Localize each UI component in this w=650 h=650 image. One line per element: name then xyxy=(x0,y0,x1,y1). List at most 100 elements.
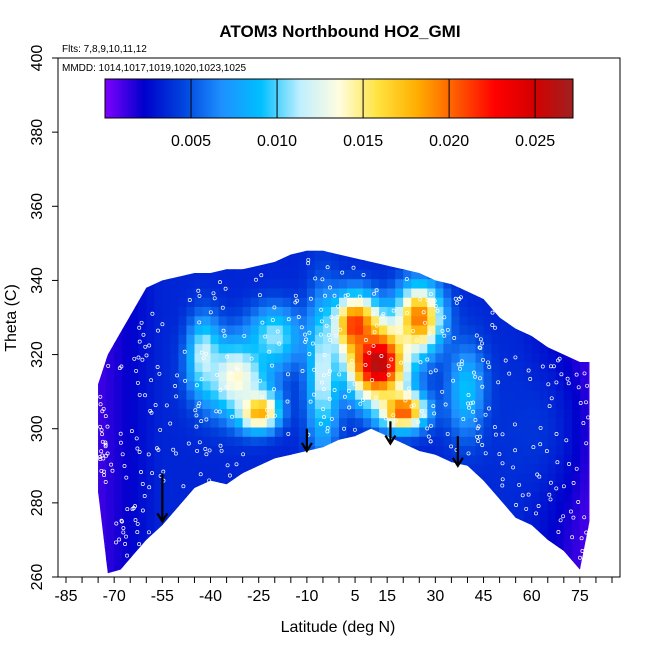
heatmap-cell xyxy=(122,417,131,428)
heatmap-cell xyxy=(146,269,155,280)
heatmap-cell xyxy=(555,306,565,317)
observation-point xyxy=(325,426,330,431)
heatmap-cell xyxy=(258,491,268,502)
heatmap-cell xyxy=(475,528,485,539)
heatmap-cell xyxy=(419,426,428,437)
observation-point xyxy=(407,386,412,391)
heatmap-cell xyxy=(427,436,436,446)
heatmap-cell xyxy=(210,343,220,354)
heatmap-cell xyxy=(499,538,509,548)
heatmap-cell xyxy=(218,315,228,326)
observation-point xyxy=(461,417,466,422)
heatmap-cell xyxy=(130,491,139,502)
heatmap-cell xyxy=(210,436,220,446)
heatmap-cell xyxy=(459,389,468,400)
heatmap-cell xyxy=(539,315,549,326)
heatmap-cell xyxy=(162,278,171,289)
observation-point xyxy=(186,441,191,446)
heatmap-cell xyxy=(571,426,581,437)
heatmap-cell xyxy=(555,426,565,437)
heatmap-cell xyxy=(298,408,308,419)
heatmap-cell xyxy=(475,380,485,391)
heatmap-cell xyxy=(258,454,268,465)
heatmap-cell xyxy=(322,565,332,574)
heatmap-cell xyxy=(98,287,99,298)
heatmap-cell xyxy=(314,556,324,567)
heatmap-cell xyxy=(314,399,324,409)
heatmap-cell xyxy=(98,389,99,400)
heatmap-cell xyxy=(579,417,589,428)
heatmap-cell xyxy=(363,250,372,261)
heatmap-cell xyxy=(555,278,565,289)
heatmap-cell xyxy=(138,482,147,493)
heatmap-cell xyxy=(282,297,292,307)
heatmap-cell xyxy=(146,408,155,419)
heatmap-cell xyxy=(451,538,460,548)
observation-point xyxy=(295,298,299,303)
heatmap-cell xyxy=(178,334,187,345)
heatmap-cell xyxy=(146,250,155,261)
heatmap-cell xyxy=(194,501,204,511)
heatmap-cell xyxy=(274,538,284,548)
heatmap-cell xyxy=(419,287,428,298)
observation-point xyxy=(442,333,447,338)
heatmap-cell xyxy=(258,547,268,558)
heatmap-cell xyxy=(451,510,460,521)
observation-point xyxy=(140,508,145,513)
heatmap-cell xyxy=(250,556,260,567)
observation-point xyxy=(440,329,445,333)
heatmap-cell xyxy=(234,297,244,307)
heatmap-cell xyxy=(443,269,452,280)
heatmap-cell xyxy=(258,501,268,511)
heatmap-cell xyxy=(451,426,460,437)
heatmap-cell xyxy=(507,278,517,289)
heatmap-cell xyxy=(106,519,115,530)
heatmap-cell xyxy=(491,389,501,400)
heatmap-cell xyxy=(202,362,212,372)
observation-point xyxy=(219,448,224,453)
observation-point xyxy=(230,414,235,419)
observation-point xyxy=(399,360,404,365)
heatmap-cell xyxy=(395,260,404,270)
heatmap-cell xyxy=(298,250,308,261)
heatmap-cell xyxy=(306,491,316,502)
heatmap-cell xyxy=(507,538,517,548)
heatmap-cell xyxy=(331,547,340,558)
heatmap-cell xyxy=(435,250,444,252)
observation-point xyxy=(537,474,542,479)
observation-point xyxy=(465,401,470,406)
observation-point xyxy=(361,272,366,277)
heatmap-cell xyxy=(363,565,372,574)
heatmap-cell xyxy=(186,250,195,261)
heatmap-cell xyxy=(226,269,236,280)
heatmap-cell xyxy=(194,547,204,558)
heatmap-cell xyxy=(186,380,195,391)
heatmap-cell xyxy=(427,269,436,280)
observation-point xyxy=(492,425,497,430)
heatmap-cell xyxy=(242,510,252,521)
heatmap-cell xyxy=(507,501,517,511)
heatmap-cell xyxy=(475,538,485,548)
heatmap-cell xyxy=(258,556,268,567)
heatmap-cell xyxy=(339,362,348,372)
heatmap-cell xyxy=(250,417,260,428)
heatmap-cell xyxy=(491,473,501,484)
heatmap-cell xyxy=(122,371,131,382)
heatmap-cell xyxy=(218,371,228,382)
heatmap-cell xyxy=(242,352,252,363)
heatmap-cell xyxy=(379,362,388,372)
heatmap-cell xyxy=(339,501,348,511)
heatmap-cell xyxy=(154,491,163,502)
heatmap-cell xyxy=(491,399,501,409)
heatmap-cell xyxy=(555,297,565,307)
heatmap-cell xyxy=(371,510,380,521)
observation-point xyxy=(120,452,125,457)
heatmap-cell xyxy=(331,269,340,280)
heatmap-cell xyxy=(210,306,220,317)
heatmap-cell xyxy=(395,297,404,307)
heatmap-cell xyxy=(443,538,452,548)
heatmap-cell xyxy=(419,510,428,521)
heatmap-cell xyxy=(226,260,236,270)
heatmap-cell xyxy=(170,315,179,326)
heatmap-cell xyxy=(363,250,372,252)
